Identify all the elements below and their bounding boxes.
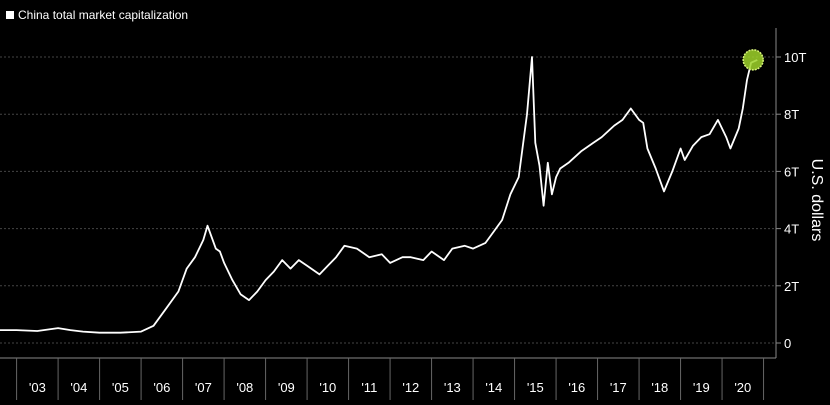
x-tick-label: '16 xyxy=(568,380,585,395)
highlight-marker xyxy=(742,49,764,71)
y-tick-label: 6T xyxy=(784,164,799,179)
x-tick-label: '14 xyxy=(485,380,502,395)
y-axis-label: U.S. dollars xyxy=(808,159,825,242)
x-tick-label: '06 xyxy=(153,380,170,395)
x-tick-label: '12 xyxy=(402,380,419,395)
x-tick-label: '13 xyxy=(444,380,461,395)
series-line xyxy=(0,56,758,334)
x-tick-label: '03 xyxy=(29,380,46,395)
x-tick-label: '19 xyxy=(693,380,710,395)
legend-swatch xyxy=(6,11,14,19)
x-tick-label: '08 xyxy=(236,380,253,395)
y-tick-label: 10T xyxy=(784,50,806,65)
x-tick-label: '05 xyxy=(112,380,129,395)
x-tick-label: '11 xyxy=(361,380,377,395)
x-tick-label: '18 xyxy=(651,380,668,395)
y-tick-label: 2T xyxy=(784,279,799,294)
y-tick-label: 8T xyxy=(784,107,799,122)
legend: China total market capitalization xyxy=(6,8,188,22)
y-tick-label: 4T xyxy=(784,222,799,237)
x-tick-label: '04 xyxy=(70,380,87,395)
x-tick-label: '10 xyxy=(319,380,336,395)
x-tick-label: '20 xyxy=(734,380,751,395)
x-tick-label: '15 xyxy=(527,380,544,395)
x-tick-label: '07 xyxy=(195,380,212,395)
y-tick-label: 0 xyxy=(784,336,791,351)
x-tick-label: '17 xyxy=(610,380,627,395)
legend-label: China total market capitalization xyxy=(18,8,189,22)
x-tick-label: '09 xyxy=(278,380,295,395)
